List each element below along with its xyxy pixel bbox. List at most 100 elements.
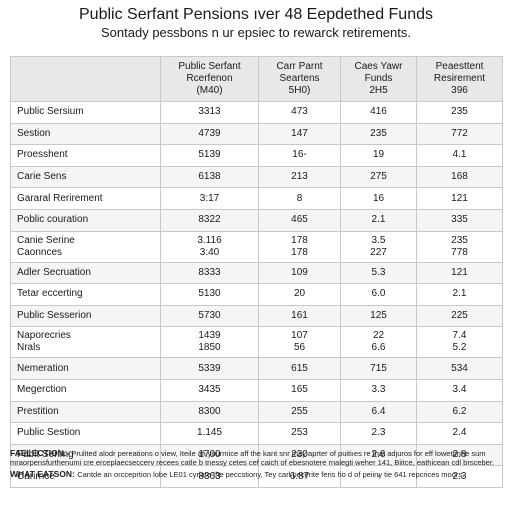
table-cell: 20 [258,283,341,306]
cell-line: 235 [370,127,387,139]
cell-line: 2.4 [452,427,467,439]
table-cell: 2.3 [340,422,417,445]
cell-line: Nemeration [17,362,69,374]
table-cell: 255 [258,400,341,424]
cell-line: Carie Sens [17,171,67,183]
cell-line: Caonnces [17,246,63,258]
cell-line: 168 [451,171,468,183]
table-cell: 3:17 [160,187,259,210]
cell-line: 2.3 [452,470,467,482]
cell-line: 255 [291,405,308,417]
footnote-text: Cantde an orcceprtion lobe LE01 cyrlate … [77,470,465,480]
cell-line: 3.116 [197,234,222,246]
table-cell: 2.3 [416,465,503,488]
table-cell: 534 [416,357,503,380]
table-cell: 8 [258,187,341,210]
cell-line: 4739 [198,127,221,139]
cell-line: 121 [451,266,468,278]
table-cell: 2.8 [416,443,503,467]
row-label: Fabit Serimg [10,443,161,467]
cell-line: 227 [370,246,387,258]
table-cell: 5130 [160,283,259,306]
cell-line: Prestition [17,405,59,417]
table-cell: 8333 [160,261,259,285]
table-cell: 2.4 [416,422,503,445]
cell-line: 534 [451,362,468,374]
table-cell: 19 [340,144,417,167]
pension-funds-table: Public Serfant Rcerfenon (M40) Carr Parnt Se… [10,56,503,488]
table-cell: 416 [340,101,417,124]
cell-line: 396 [451,85,468,96]
cell-line: 147 [291,127,308,139]
cell-line: 275 [370,171,387,183]
row-label: Canie Serine Caonnces [10,230,161,263]
cell-line: Proesshent [17,149,68,161]
table-cell: 16 [340,187,417,210]
cell-line: 6.6 [371,342,386,354]
table-cell: 235 778 [416,230,503,263]
table-cell: 1439 1850 [160,326,259,359]
footnotes: FAELECTION.- Prulited alodr pereations o… [10,448,502,483]
row-label: Carie Sens [10,165,161,189]
table-row: Prestition 8300 255 6.4 6.2 [10,400,503,424]
cell-line: 16- [292,149,307,161]
footnote: WHAT EATSON: Cantde an orcceprtion lobe … [10,469,502,480]
cell-line: Gararal Rerirement [17,192,103,204]
table-row: Poblic couration 8322 465 2.1 335 [10,208,503,232]
table-cell: 8300 [160,400,259,424]
cell-line: 3.3 [371,384,386,396]
cell-line: 3.5 [371,234,386,246]
table-cell: 2.1 [340,208,417,232]
cell-line: 772 [451,127,468,139]
table-row: Nemeration 5339 615 715 534 [10,357,503,380]
table-row: Public Sesserion 5730 161 125 225 [10,304,503,328]
cell-line: Funds [364,73,393,84]
cell-line: Caes Yawr [354,61,403,72]
table-row: Canie Serine Caonnces 3.116 3:40 178 178 3.5 22… [10,230,503,263]
cell-line: 465 [291,214,308,226]
footnote-label: WHAT EATSON: [10,469,78,480]
cell-line: Resirement [433,73,486,84]
cell-line: 615 [291,362,308,374]
cell-line: 778 [451,246,468,258]
table-cell: 465 [258,208,341,232]
table-row: Naporecries Nrals 1439 1850 107 56 22 6.6 7.4 5.2 [10,326,503,359]
cell-line: 1850 [198,342,221,354]
table-cell: 6.2 [416,400,503,424]
cell-line: Carr Parnt [276,61,323,72]
table-cell: 161 [258,304,341,328]
table-cell: 3435 [160,378,259,402]
cell-line: 125 [370,310,387,322]
cell-line: 3:17 [199,192,220,204]
table-cell: 121 [416,261,503,285]
cell-line: 22 [372,330,385,342]
cell-line: 6.2 [452,405,467,417]
table-cell: 1700 [160,443,259,467]
row-label: Megerction [10,378,161,402]
cell-line: 5.3 [371,266,386,278]
cell-line: Seartens [279,73,320,84]
table-cell: 213 [258,165,341,189]
cell-line: 1439 [198,330,221,342]
cell-line: 253 [291,427,308,439]
cell-line: Nrals [17,342,41,354]
table-cell: 7.4 5.2 [416,326,503,359]
row-label: Prestition [10,400,161,424]
cell-line: 230 [291,449,308,461]
cell-line: 56 [293,342,306,354]
table-cell: 22 6.6 [340,326,417,359]
column-header: Caes Yawr Funds 2H5 [340,56,417,102]
table-cell: 16- [258,144,341,167]
cell-line: Public Sestion [17,427,81,439]
cell-line: 715 [370,362,387,374]
cell-line: 178 [291,246,308,258]
table-row: Carirnce 8363 6.87 - 2.3 [10,465,503,488]
cell-line: 2.3 [371,427,386,439]
table-cell: 3313 [160,101,259,124]
table-cell: 125 [340,304,417,328]
table-cell: 121 [416,187,503,210]
cell-line: 16 [372,192,385,204]
header-row: Public Serfant Rcerfenon (M40) Carr Parnt Se… [10,56,503,102]
cell-line: 235 [451,234,468,246]
cell-line: Canie Serine [17,234,75,246]
